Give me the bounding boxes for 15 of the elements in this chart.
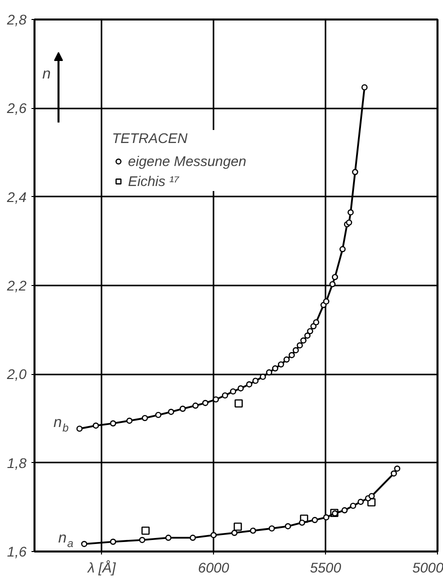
- y-tick-label: 2,6: [6, 100, 27, 116]
- x-axis-title: λ [Å]: [86, 560, 117, 576]
- y-tick-label: 2,8: [6, 12, 27, 28]
- y-axis-title: n: [42, 66, 51, 82]
- y-tick-label: 2,4: [6, 188, 27, 205]
- legend-label: Eichis ¹⁷: [128, 173, 180, 189]
- x-tick-label: 5000: [412, 560, 443, 576]
- y-tick-label: 1,8: [7, 454, 27, 471]
- legend-title: TETRACEN: [112, 130, 188, 146]
- y-tick-label: 2,0: [6, 366, 27, 382]
- x-tick-label: 6000: [198, 560, 230, 576]
- legend-label: eigene Messungen: [128, 153, 246, 169]
- y-tick-label: 2,2: [6, 278, 27, 294]
- x-tick-label: 5500: [310, 560, 342, 576]
- y-tick-label: 1,6: [7, 544, 27, 560]
